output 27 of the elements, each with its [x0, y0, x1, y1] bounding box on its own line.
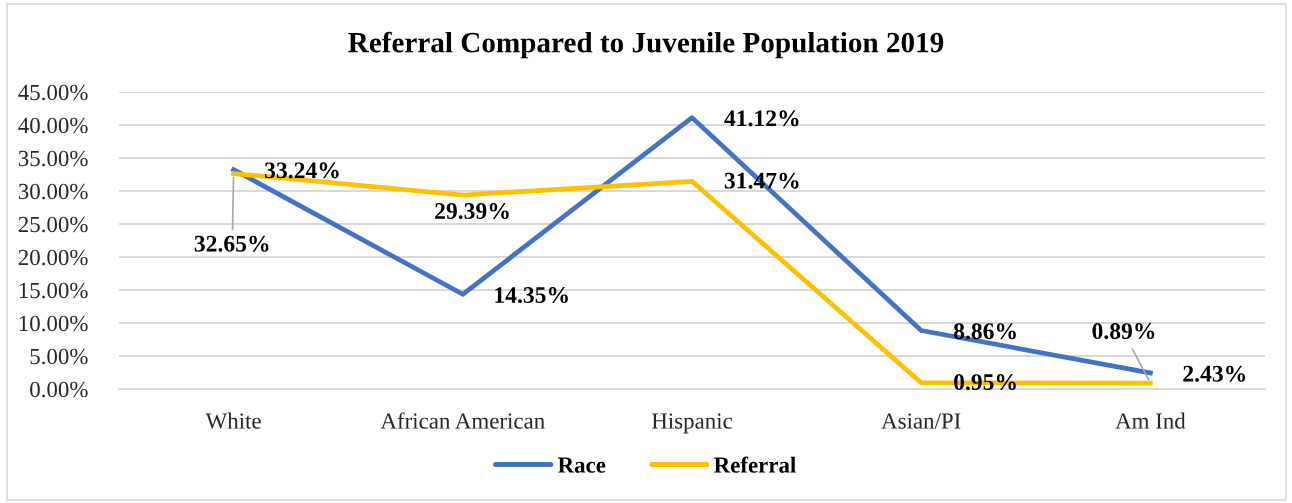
y-tick-label: 0.00%	[30, 381, 88, 398]
y-tick-label: 35.00%	[18, 150, 88, 167]
legend-label: Race	[557, 457, 606, 473]
x-tick-label: White	[205, 412, 261, 429]
data-label: 0.95%	[954, 374, 1016, 391]
data-label: 41.12%	[724, 110, 799, 127]
data-label: 14.35%	[495, 287, 568, 304]
y-tick-label: 20.00%	[18, 249, 88, 266]
y-tick-label: 45.00%	[18, 84, 88, 101]
y-tick-label: 5.00%	[30, 348, 88, 365]
y-tick-label: 10.00%	[19, 315, 88, 332]
data-label: 0.89%	[1092, 323, 1155, 340]
chart-title: Referral Compared to Juvenile Population 2019	[348, 31, 944, 59]
x-tick-label: Asian/PI	[881, 413, 961, 429]
data-label: 2.43%	[1183, 365, 1246, 382]
legend-label: Referral	[714, 456, 796, 473]
x-tick-label: Hispanic	[651, 413, 733, 434]
y-tick-label: 25.00%	[18, 216, 88, 233]
data-label: 32.65%	[194, 235, 269, 252]
data-label: 8.86%	[953, 323, 1016, 340]
x-tick-label: African American	[380, 412, 545, 429]
data-label: 29.39%	[435, 203, 509, 220]
data-label: 33.24%	[265, 162, 339, 179]
y-tick-label: 15.00%	[19, 282, 88, 299]
x-tick-label: Am Ind	[1115, 412, 1186, 429]
y-tick-label: 30.00%	[18, 183, 88, 200]
y-tick-label: 40.00%	[18, 117, 88, 134]
